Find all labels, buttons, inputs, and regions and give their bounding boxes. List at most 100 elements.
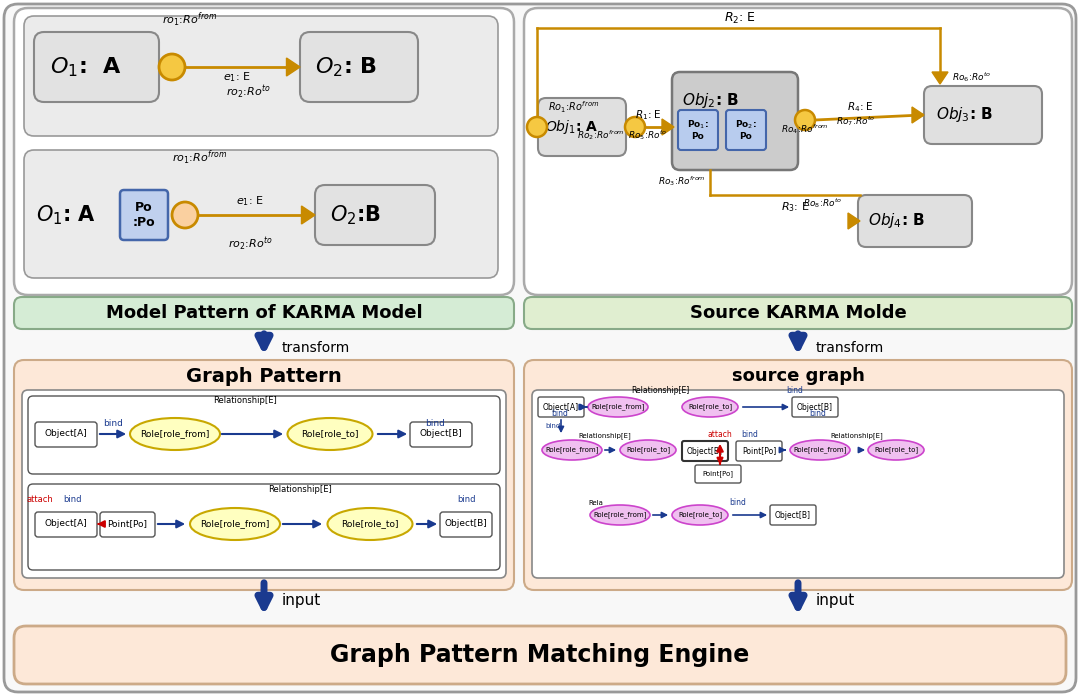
FancyBboxPatch shape	[24, 150, 498, 278]
Text: Role[role_from]: Role[role_from]	[592, 404, 645, 411]
Circle shape	[625, 117, 645, 137]
Text: $ro_1$:$Ro^{from}$: $ro_1$:$Ro^{from}$	[173, 149, 228, 167]
Text: bind: bind	[810, 409, 826, 418]
Polygon shape	[301, 206, 315, 224]
Circle shape	[795, 110, 815, 130]
Text: Role[role_to]: Role[role_to]	[874, 447, 918, 453]
Ellipse shape	[327, 508, 413, 540]
Text: $e_1$: E: $e_1$: E	[224, 70, 251, 84]
Text: $Ro_8$:$Ro^{to}$: $Ro_8$:$Ro^{to}$	[804, 196, 842, 210]
Text: Role[role_to]: Role[role_to]	[626, 447, 670, 453]
Text: $Ro_4$:$Ro^{from}$: $Ro_4$:$Ro^{from}$	[781, 122, 828, 136]
Ellipse shape	[287, 418, 373, 450]
Text: Object[B]: Object[B]	[797, 402, 833, 411]
Ellipse shape	[672, 505, 728, 525]
Text: Object[B]: Object[B]	[687, 447, 723, 455]
FancyBboxPatch shape	[4, 4, 1076, 692]
Text: Object[B]: Object[B]	[775, 510, 811, 519]
FancyBboxPatch shape	[770, 505, 816, 525]
FancyBboxPatch shape	[681, 441, 728, 461]
Text: $e_1$: E: $e_1$: E	[237, 194, 264, 208]
FancyBboxPatch shape	[410, 422, 472, 447]
FancyBboxPatch shape	[532, 390, 1064, 578]
Text: Relationship[E]: Relationship[E]	[213, 396, 276, 405]
Text: Object[B]: Object[B]	[445, 519, 487, 528]
Text: $Ro_2$:$Ro^{from}$: $Ro_2$:$Ro^{from}$	[577, 127, 625, 141]
Text: Graph Pattern Matching Engine: Graph Pattern Matching Engine	[330, 643, 750, 667]
Text: $O_2$: B: $O_2$: B	[315, 55, 377, 79]
Text: Role[role_to]: Role[role_to]	[688, 404, 732, 411]
Polygon shape	[286, 58, 300, 76]
Text: Point[Po]: Point[Po]	[742, 447, 777, 455]
Text: $Obj_4$: B: $Obj_4$: B	[868, 212, 926, 230]
Ellipse shape	[588, 397, 648, 417]
Text: Point[Po]: Point[Po]	[107, 519, 147, 528]
Text: bind: bind	[426, 419, 445, 428]
FancyBboxPatch shape	[35, 512, 97, 537]
Ellipse shape	[542, 440, 602, 460]
Ellipse shape	[190, 508, 280, 540]
FancyBboxPatch shape	[300, 32, 418, 102]
FancyBboxPatch shape	[440, 512, 492, 537]
Text: Object[A]: Object[A]	[44, 519, 87, 528]
Text: Po
:Po: Po :Po	[133, 201, 156, 229]
Text: $Ro_1$:$Ro^{from}$: $Ro_1$:$Ro^{from}$	[548, 100, 599, 115]
Polygon shape	[662, 119, 674, 135]
FancyBboxPatch shape	[22, 390, 507, 578]
Text: source graph: source graph	[731, 367, 864, 385]
FancyBboxPatch shape	[14, 626, 1066, 684]
Polygon shape	[912, 107, 924, 123]
Text: $ro_1$:$Ro^{from}$: $ro_1$:$Ro^{from}$	[162, 11, 217, 29]
FancyBboxPatch shape	[24, 16, 498, 136]
FancyBboxPatch shape	[735, 441, 782, 461]
Text: Object[A]: Object[A]	[44, 429, 87, 438]
FancyBboxPatch shape	[100, 512, 156, 537]
Text: $Obj_1$: A: $Obj_1$: A	[545, 118, 598, 136]
Text: $Ro_3$:$Ro^{from}$: $Ro_3$:$Ro^{from}$	[658, 175, 706, 189]
Circle shape	[527, 117, 546, 137]
Text: transform: transform	[282, 341, 350, 355]
Text: $R_4$: E: $R_4$: E	[847, 100, 874, 114]
Text: attach: attach	[27, 495, 53, 504]
Text: $Obj_3$: B: $Obj_3$: B	[936, 106, 994, 125]
Text: Role[role_to]: Role[role_to]	[678, 512, 723, 519]
Text: bind: bind	[730, 498, 746, 507]
Text: $R_3$: E: $R_3$: E	[781, 200, 809, 214]
FancyBboxPatch shape	[33, 32, 159, 102]
FancyBboxPatch shape	[14, 8, 514, 295]
Circle shape	[159, 54, 185, 80]
Text: Relationship[E]: Relationship[E]	[268, 485, 332, 494]
Text: bind: bind	[786, 386, 804, 395]
FancyBboxPatch shape	[924, 86, 1042, 144]
Polygon shape	[932, 72, 948, 84]
Polygon shape	[848, 213, 860, 229]
Text: Role[role_to]: Role[role_to]	[301, 429, 359, 438]
Text: Model Pattern of KARMA Model: Model Pattern of KARMA Model	[106, 304, 422, 322]
FancyBboxPatch shape	[678, 110, 718, 150]
Text: Po$_1$:
Po: Po$_1$: Po	[687, 118, 708, 141]
Text: Relationship[E]: Relationship[E]	[579, 432, 632, 438]
Text: Role[role_from]: Role[role_from]	[794, 447, 847, 453]
Circle shape	[172, 202, 198, 228]
FancyBboxPatch shape	[28, 396, 500, 474]
Text: Source KARMA Molde: Source KARMA Molde	[690, 304, 906, 322]
Text: $O_2$:B: $O_2$:B	[330, 203, 381, 227]
Ellipse shape	[620, 440, 676, 460]
FancyBboxPatch shape	[726, 110, 766, 150]
Ellipse shape	[789, 440, 850, 460]
FancyBboxPatch shape	[28, 484, 500, 570]
Text: Relationship[E]: Relationship[E]	[631, 386, 689, 395]
Text: Role[role_from]: Role[role_from]	[200, 519, 270, 528]
Text: bind: bind	[742, 430, 758, 439]
Text: Object[A]: Object[A]	[543, 402, 579, 411]
Ellipse shape	[681, 397, 738, 417]
Text: Role[role_from]: Role[role_from]	[140, 429, 210, 438]
FancyBboxPatch shape	[524, 297, 1072, 329]
Text: Role[role_from]: Role[role_from]	[593, 512, 647, 519]
Text: bind: bind	[63, 495, 81, 504]
Text: $ro_2$:$Ro^{to}$: $ro_2$:$Ro^{to}$	[226, 84, 270, 101]
FancyBboxPatch shape	[792, 397, 838, 417]
Text: bind: bind	[545, 423, 561, 429]
Text: input: input	[282, 592, 321, 608]
Text: bind: bind	[552, 409, 568, 418]
